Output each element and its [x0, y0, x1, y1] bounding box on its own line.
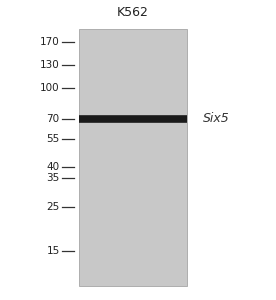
Text: K562: K562: [117, 5, 148, 19]
Text: 15: 15: [46, 246, 60, 256]
Text: 130: 130: [40, 61, 60, 70]
Text: 25: 25: [46, 202, 60, 212]
Bar: [78, 29, 187, 286]
Text: 40: 40: [46, 162, 60, 172]
Text: 55: 55: [46, 134, 60, 144]
Text: Six5: Six5: [203, 112, 230, 125]
Text: 100: 100: [40, 83, 60, 93]
Text: 35: 35: [46, 173, 60, 183]
Text: 70: 70: [46, 114, 60, 124]
Text: 170: 170: [40, 38, 60, 47]
